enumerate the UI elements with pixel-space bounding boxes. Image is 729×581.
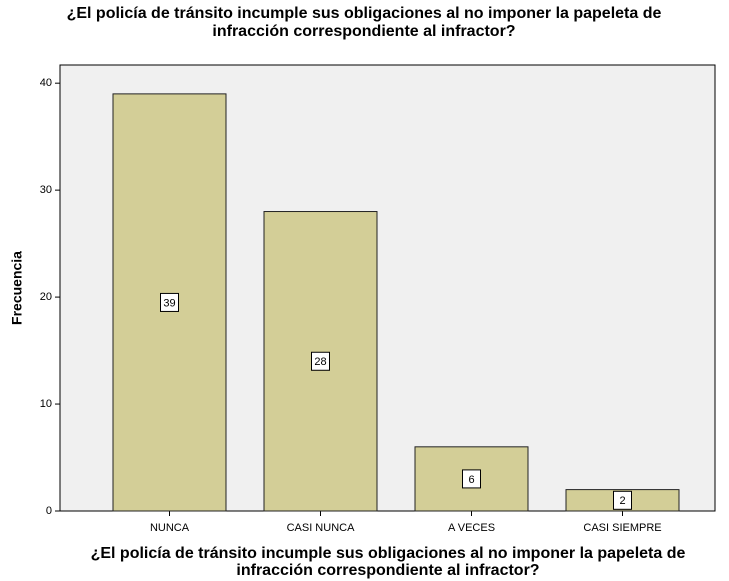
y-tick-label: 30	[40, 184, 52, 196]
value-label: 2	[619, 495, 625, 507]
y-tick-label: 0	[46, 505, 52, 517]
x-tick-label: CASI SIEMPRE	[583, 522, 661, 534]
value-label-box	[613, 490, 632, 510]
y-tick-label: 40	[40, 77, 52, 89]
chart-title: infracción correspondiente al infractor?	[212, 23, 515, 40]
chart-title: ¿El policía de tránsito incumple sus obl…	[67, 5, 662, 22]
value-label-box	[462, 469, 481, 489]
y-tick-label: 10	[40, 398, 52, 410]
y-tick-label: 20	[40, 291, 52, 303]
value-label: 6	[468, 474, 474, 486]
y-axis-label: Frecuencia	[9, 251, 25, 325]
x-axis-label: infracción correspondiente al infractor?	[236, 562, 539, 579]
value-label-box	[160, 292, 179, 312]
x-tick-label: CASI NUNCA	[287, 522, 356, 534]
value-label: 28	[314, 356, 326, 368]
value-label: 39	[163, 297, 175, 309]
x-tick-label: NUNCA	[150, 522, 190, 534]
value-label-box	[311, 351, 330, 371]
x-tick-label: A VECES	[448, 522, 495, 534]
x-axis-label: ¿El policía de tránsito incumple sus obl…	[91, 545, 686, 562]
